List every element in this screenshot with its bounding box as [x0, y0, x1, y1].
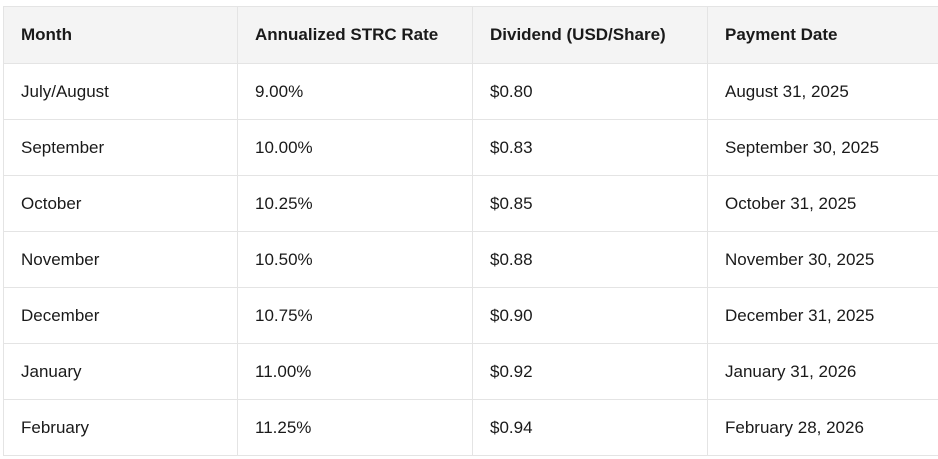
table-container: Month Annualized STRC Rate Dividend (USD/S…	[3, 6, 938, 456]
table-cell: November 30, 2025	[707, 231, 938, 288]
table-row: January 11.00% $0.92 January 31, 2026	[3, 343, 938, 400]
table-cell: 10.50%	[237, 231, 473, 288]
table-head: Month Annualized STRC Rate Dividend (USD/S…	[3, 6, 938, 64]
table-cell: December	[3, 287, 238, 344]
header-row: Month Annualized STRC Rate Dividend (USD/S…	[3, 6, 938, 64]
table-cell: $0.94	[472, 399, 708, 456]
table-cell: $0.88	[472, 231, 708, 288]
table-cell: 11.25%	[237, 399, 473, 456]
table-cell: September 30, 2025	[707, 119, 938, 176]
table-cell: November	[3, 231, 238, 288]
table-cell: August 31, 2025	[707, 63, 938, 120]
table-cell: January 31, 2026	[707, 343, 938, 400]
table-cell: $0.90	[472, 287, 708, 344]
header-cell: Annualized STRC Rate	[237, 6, 473, 64]
table-cell: October	[3, 175, 238, 232]
table-cell: September	[3, 119, 238, 176]
table-cell: $0.92	[472, 343, 708, 400]
table-cell: July/August	[3, 63, 238, 120]
table-row: December 10.75% $0.90 December 31, 2025	[3, 287, 938, 344]
table-cell: $0.80	[472, 63, 708, 120]
table-cell: 10.75%	[237, 287, 473, 344]
table-cell: 9.00%	[237, 63, 473, 120]
header-cell: Month	[3, 6, 238, 64]
table-cell: $0.85	[472, 175, 708, 232]
table-row: September 10.00% $0.83 September 30, 2025	[3, 119, 938, 176]
table-cell: February 28, 2026	[707, 399, 938, 456]
table-cell: January	[3, 343, 238, 400]
table-row: February 11.25% $0.94 February 28, 2026	[3, 399, 938, 456]
table-cell: 10.00%	[237, 119, 473, 176]
table-row: July/August 9.00% $0.80 August 31, 2025	[3, 63, 938, 120]
table-body: July/August 9.00% $0.80 August 31, 2025 Sept…	[3, 63, 938, 456]
header-cell: Dividend (USD/Share)	[472, 6, 708, 64]
table-cell: February	[3, 399, 238, 456]
table-cell: October 31, 2025	[707, 175, 938, 232]
dividend-table: Month Annualized STRC Rate Dividend (USD/S…	[3, 6, 938, 456]
table-row: October 10.25% $0.85 October 31, 2025	[3, 175, 938, 232]
table-cell: $0.83	[472, 119, 708, 176]
table-cell: 11.00%	[237, 343, 473, 400]
table-cell: December 31, 2025	[707, 287, 938, 344]
header-cell: Payment Date	[707, 6, 938, 64]
table-cell: 10.25%	[237, 175, 473, 232]
table-row: November 10.50% $0.88 November 30, 2025	[3, 231, 938, 288]
